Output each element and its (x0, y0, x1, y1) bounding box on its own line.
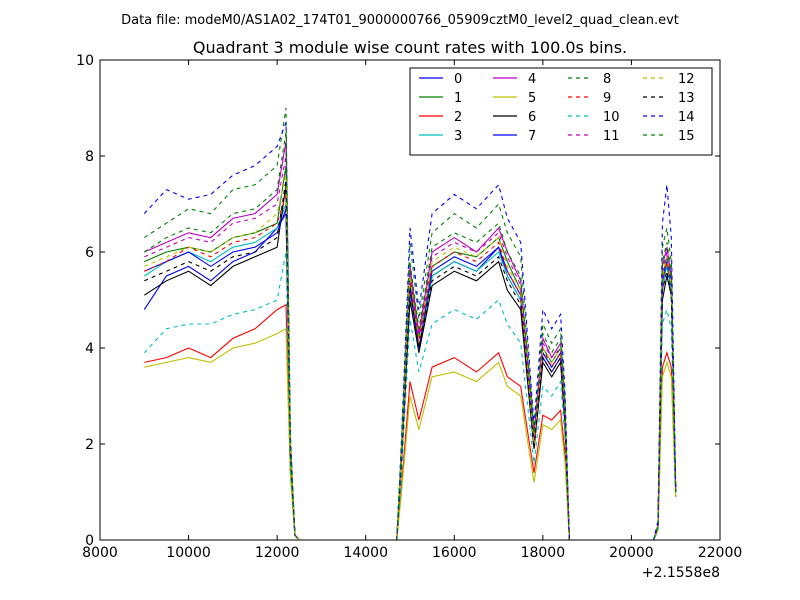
series-line-10 (143, 251, 677, 541)
x-tick-label: 12000 (255, 545, 300, 561)
x-tick-label: 22000 (698, 545, 743, 561)
y-tick-label: 2 (85, 437, 94, 453)
legend-label-3: 3 (454, 129, 462, 144)
x-offset-label: +2.1558e8 (642, 565, 720, 581)
series-line-11 (144, 155, 677, 541)
legend-label-11: 11 (603, 129, 620, 144)
legend-label-5: 5 (528, 91, 536, 106)
legend-label-13: 13 (678, 91, 695, 106)
plot-frame (99, 59, 721, 541)
x-axis: 8000 10000 12000 14000 16000 18000 20000 22000 (82, 60, 742, 561)
x-tick-label: 20000 (609, 545, 654, 561)
x-tick-label: 16000 (432, 545, 477, 561)
legend-label-14: 14 (678, 110, 695, 125)
y-tick-label: 6 (85, 245, 94, 261)
x-tick-label: 10000 (166, 545, 211, 561)
legend-label-12: 12 (678, 72, 695, 87)
x-tick-label: 14000 (343, 545, 388, 561)
y-tick-label: 10 (76, 53, 94, 69)
x-tick-label: 8000 (82, 545, 118, 561)
legend-label-0: 0 (454, 72, 462, 87)
legend-label-1: 1 (454, 91, 462, 106)
y-tick-label: 4 (85, 341, 94, 357)
legend-label-15: 15 (678, 129, 695, 144)
series-line-8 (143, 107, 677, 541)
legend-frame (409, 67, 713, 156)
legend-label-7: 7 (528, 129, 536, 144)
figure-suptitle: Data file: modeM0/AS1A02_174T01_90000007… (121, 13, 679, 28)
x-tick-label: 18000 (521, 545, 566, 561)
legend-label-6: 6 (528, 110, 536, 125)
legend-label-9: 9 (603, 91, 611, 106)
legend-label-4: 4 (528, 72, 536, 87)
legend-label-2: 2 (454, 110, 462, 125)
y-tick-label: 0 (85, 533, 94, 549)
chart-title: Quadrant 3 module wise count rates with … (193, 38, 627, 57)
y-tick-label: 8 (85, 149, 94, 165)
legend-label-10: 10 (603, 110, 620, 125)
legend-label-8: 8 (603, 72, 611, 87)
